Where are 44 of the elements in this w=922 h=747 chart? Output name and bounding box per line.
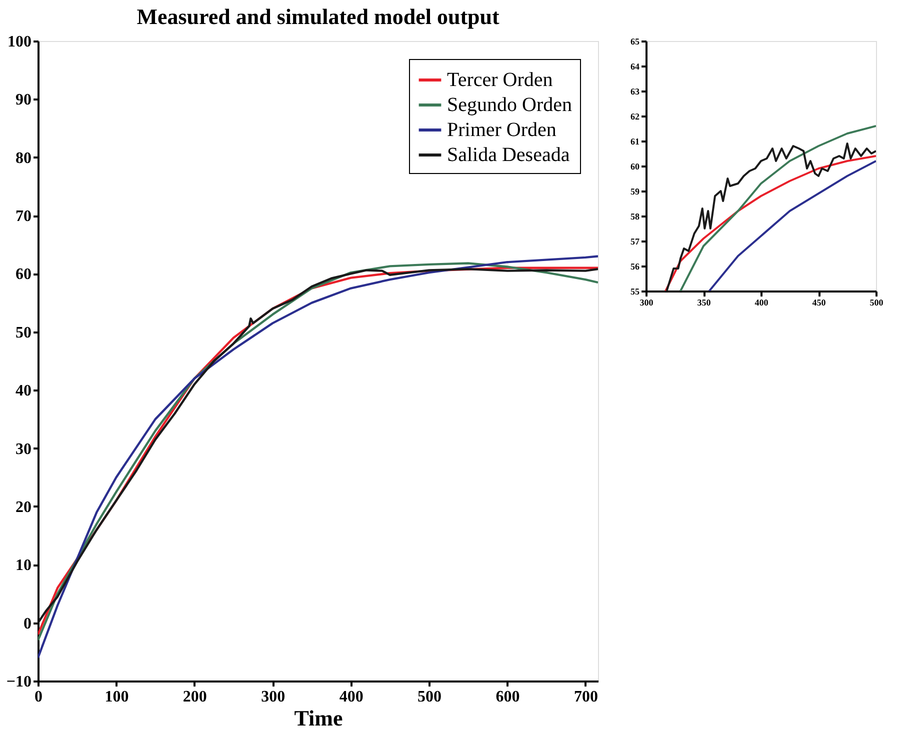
y-tick-label: 59 — [630, 186, 640, 196]
y-tick-label: 90 — [16, 92, 32, 109]
x-tick-label: 200 — [182, 688, 207, 706]
x-tick-label: 600 — [496, 688, 520, 706]
y-tick-label: 40 — [16, 382, 32, 400]
x-tick-label: 300 — [261, 688, 286, 706]
line-series — [680, 125, 876, 291]
y-tick-label: 20 — [16, 498, 32, 516]
y-tick-label: 58 — [630, 212, 640, 222]
y-tick-label: 65 — [630, 36, 640, 46]
y-tick-label: 60 — [630, 162, 640, 172]
y-tick-label: 62 — [630, 112, 640, 122]
legend-label: Tercer Orden — [447, 69, 553, 91]
x-tick-label: 500 — [870, 298, 884, 308]
legend-label: Salida Deseada — [447, 144, 570, 166]
line-series — [708, 160, 876, 291]
y-tick-label: 80 — [16, 150, 32, 167]
chart-title: Measured and simulated model output — [136, 4, 500, 29]
y-tick-label: 50 — [16, 324, 32, 342]
x-tick-label: 0 — [34, 688, 42, 706]
legend-label: Primer Orden — [447, 119, 556, 141]
y-tick-label: 70 — [16, 208, 32, 226]
y-tick-label: 100 — [8, 34, 32, 50]
y-tick-label: 64 — [630, 62, 640, 72]
y-tick-label: 0 — [24, 615, 32, 632]
x-tick-label: 400 — [339, 688, 364, 706]
y-tick-label: 10 — [16, 557, 32, 574]
y-tick-label: 57 — [630, 236, 640, 246]
y-tick-label: 56 — [630, 262, 640, 272]
x-tick-label: 350 — [697, 298, 712, 308]
y-tick-label: 30 — [16, 440, 32, 458]
y-tick-label: −10 — [6, 674, 32, 690]
x-tick-label: 300 — [640, 298, 654, 308]
x-tick-label: 100 — [104, 688, 129, 706]
y-tick-label: 63 — [630, 86, 640, 96]
x-tick-label: 400 — [754, 298, 769, 308]
y-tick-label: 61 — [630, 136, 640, 146]
y-tick-label: 60 — [16, 266, 32, 284]
x-tick-label: 450 — [812, 298, 826, 308]
x-axis-title: Time — [294, 706, 343, 730]
x-tick-label: 700 — [574, 688, 598, 706]
x-tick-label: 500 — [418, 688, 442, 706]
y-tick-label: 55 — [630, 286, 640, 296]
legend-label: Segundo Orden — [447, 94, 572, 116]
